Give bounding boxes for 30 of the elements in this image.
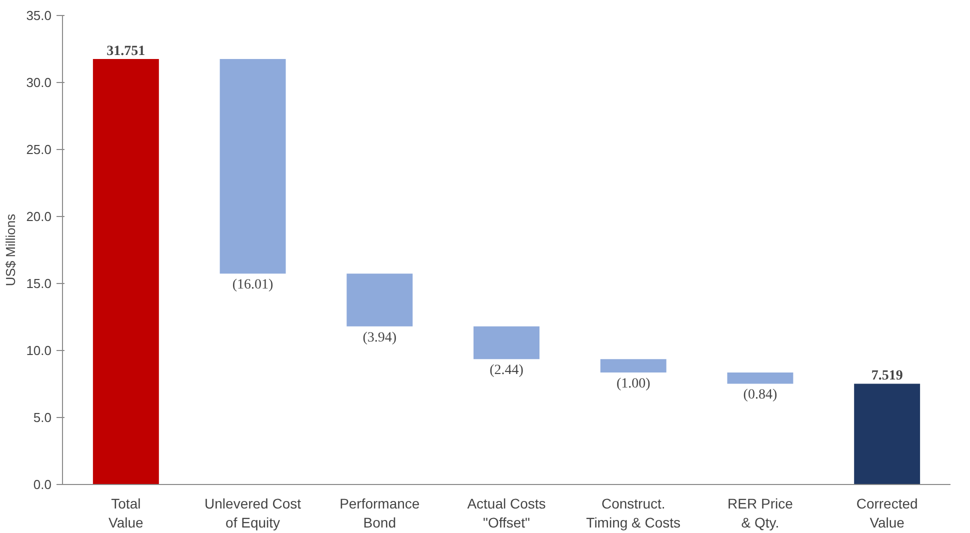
data-label: (2.44) bbox=[490, 363, 524, 378]
x-tick-label: Actual Costs "Offset" bbox=[467, 496, 546, 531]
bar bbox=[220, 59, 286, 274]
y-tick-label: 25.0 bbox=[26, 142, 52, 157]
y-tick-label: 30.0 bbox=[26, 75, 52, 90]
x-tick-label: Construct. Timing & Costs bbox=[586, 496, 681, 531]
x-tick-label: Unlevered Cost of Equity bbox=[204, 496, 302, 531]
bar bbox=[727, 372, 794, 384]
data-label: 31.751 bbox=[106, 44, 146, 60]
data-label: (16.01) bbox=[232, 278, 274, 293]
bar bbox=[600, 359, 666, 372]
x-tick-label: RER Price & Qty. bbox=[728, 496, 794, 531]
y-tick-label: 35.0 bbox=[26, 8, 52, 23]
y-tick-label: 15.0 bbox=[26, 276, 52, 291]
data-label: (1.00) bbox=[616, 376, 651, 392]
y-tick-label: 20.0 bbox=[26, 209, 52, 224]
bar bbox=[474, 326, 540, 360]
y-tick-label: 0.0 bbox=[33, 477, 52, 492]
data-label: (3.94) bbox=[362, 330, 397, 346]
bar bbox=[854, 384, 920, 484]
data-label: 7.519 bbox=[871, 368, 903, 384]
x-tick-label: Corrected Value bbox=[856, 496, 918, 531]
y-tick-label: 5.0 bbox=[33, 410, 52, 425]
bar bbox=[346, 274, 413, 326]
x-tick-label: Performance Bond bbox=[340, 496, 420, 531]
data-label: (0.84) bbox=[743, 388, 778, 403]
y-tick-label: 10.0 bbox=[26, 343, 52, 358]
bar bbox=[92, 59, 159, 484]
x-tick-label: Total Value bbox=[108, 496, 144, 531]
y-axis-title: US$ Millions bbox=[3, 213, 18, 286]
